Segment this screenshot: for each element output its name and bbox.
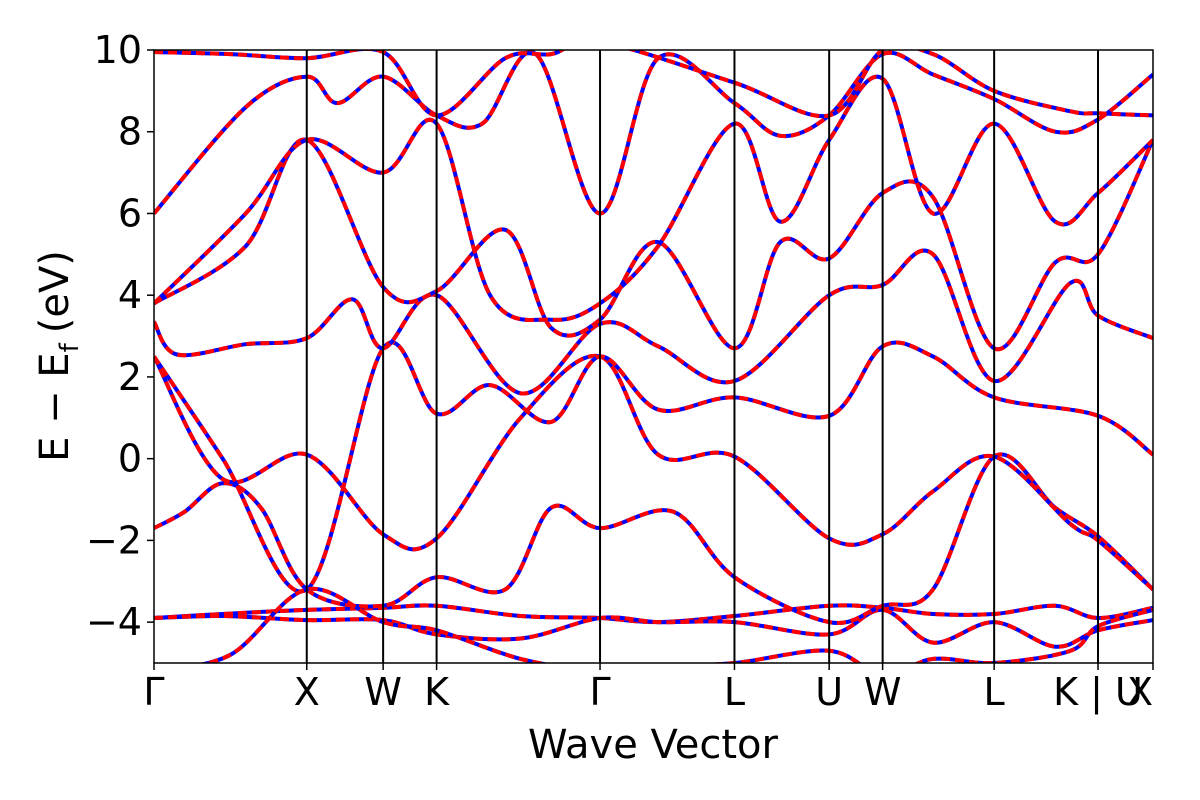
- band-5-overlay-line: [154, 340, 1153, 594]
- x-tick-label: X: [1127, 670, 1153, 714]
- band-8-overlay-line: [154, 74, 1153, 323]
- y-tick-label: −4: [86, 600, 142, 644]
- y-axis-ticks: −4 −2 0 2 4 6 8 10: [86, 28, 154, 644]
- band-10-overlay-line: [154, 50, 1153, 119]
- series-band-2: [154, 607, 1153, 649]
- series-band-3: [154, 452, 1153, 625]
- series-band-7: [154, 137, 1153, 352]
- y-tick-label: 0: [118, 437, 142, 481]
- y-tick-label: 2: [118, 355, 142, 399]
- band-11-overlay-line: [199, 586, 1153, 663]
- x-tick-label: Γ: [143, 670, 164, 714]
- series-band-5: [154, 340, 1153, 594]
- band-9-reference-line: [154, 50, 1153, 216]
- band-3-reference-line: [154, 452, 1153, 625]
- series-band-8: [154, 74, 1153, 323]
- x-tick-label: L: [724, 670, 745, 714]
- y-tick-label: 6: [118, 191, 142, 235]
- x-tick-label: W: [864, 670, 902, 714]
- y-axis-label-main: E − E: [32, 352, 78, 462]
- y-axis-label: E − Ef (eV): [32, 250, 85, 462]
- series-band-10: [154, 50, 1153, 119]
- series-band-6: [154, 248, 1153, 396]
- series-band-11: [199, 586, 1153, 663]
- x-tick-label: K: [424, 670, 450, 714]
- series-band-9: [154, 50, 1153, 216]
- x-tick-label: Γ: [589, 670, 610, 714]
- band-6-overlay-line: [154, 248, 1153, 396]
- y-tick-label: −2: [86, 518, 142, 562]
- y-axis-label-unit: (eV): [32, 250, 78, 333]
- band-8-reference-line: [154, 74, 1153, 323]
- band-7-overlay-line: [154, 137, 1153, 352]
- x-tick-label: U: [815, 670, 843, 714]
- band-3-overlay-line: [154, 452, 1153, 625]
- band-4-overlay-line: [154, 353, 1153, 591]
- y-tick-label: 4: [118, 273, 142, 317]
- x-axis-label: Wave Vector: [528, 722, 779, 768]
- band-2-overlay-line: [154, 607, 1153, 649]
- band-7-reference-line: [154, 137, 1153, 352]
- y-tick-label: 10: [94, 28, 142, 72]
- band-9-overlay-line: [154, 50, 1153, 216]
- high-symmetry-lines: [305, 50, 1100, 663]
- band-4-reference-line: [154, 353, 1153, 591]
- x-tick-label: X: [294, 670, 320, 714]
- x-tick-label: W: [364, 670, 402, 714]
- series-band-4: [154, 353, 1153, 591]
- band-6-reference-line: [154, 248, 1153, 396]
- plot-frame: [153, 49, 1154, 664]
- band-2-reference-line: [154, 607, 1153, 649]
- band-lines: [154, 50, 1153, 663]
- x-tick-label: K | U: [1053, 670, 1143, 715]
- x-tick-label: L: [984, 670, 1005, 714]
- y-axis-label-subscript: f: [55, 342, 85, 352]
- y-tick-label: 8: [118, 110, 142, 154]
